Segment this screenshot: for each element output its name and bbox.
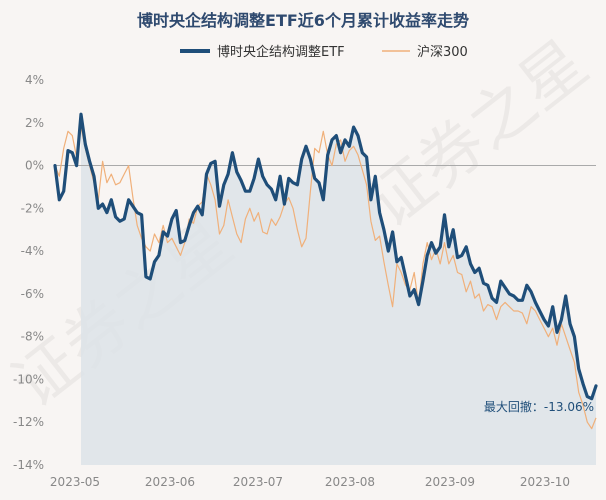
x-tick-label: 2023-10 bbox=[520, 475, 570, 489]
plot-area bbox=[53, 112, 598, 465]
x-tick-label: 2023-06 bbox=[145, 475, 195, 489]
x-tick-label: 2023-08 bbox=[325, 475, 375, 489]
max-drawdown-annotation: 最大回撤：-13.06% bbox=[484, 399, 594, 414]
y-tick-label: 4% bbox=[25, 73, 44, 87]
y-tick-label: -4% bbox=[21, 244, 44, 258]
etf-area-fill bbox=[81, 114, 596, 465]
y-axis: 4% 2% 0% -2% -4% -6% -8% -10% -12% -14% bbox=[13, 73, 44, 472]
y-tick-label: -6% bbox=[21, 287, 44, 301]
x-axis: 2023-05 2023-06 2023-07 2023-08 2023-09 2023-… bbox=[50, 475, 570, 489]
watermark-text: 证券之星 bbox=[354, 27, 601, 243]
y-tick-label: 0% bbox=[25, 159, 44, 173]
y-tick-label: -8% bbox=[21, 330, 44, 344]
chart-title: 博时央企结构调整ETF近6个月累计收益率走势 bbox=[137, 11, 469, 30]
y-tick-label: -14% bbox=[13, 458, 44, 472]
legend: 博时央企结构调整ETF 沪深300 bbox=[180, 44, 468, 60]
legend-label-benchmark: 沪深300 bbox=[417, 44, 468, 60]
legend-label-etf: 博时央企结构调整ETF bbox=[217, 44, 345, 60]
y-tick-label: -10% bbox=[13, 372, 44, 386]
y-tick-label: -2% bbox=[21, 201, 44, 215]
y-tick-label: -12% bbox=[13, 415, 44, 429]
x-tick-label: 2023-07 bbox=[233, 475, 283, 489]
series-line-etf bbox=[53, 112, 598, 401]
y-tick-label: 2% bbox=[25, 116, 44, 130]
x-tick-label: 2023-09 bbox=[425, 475, 475, 489]
x-tick-label: 2023-05 bbox=[50, 475, 100, 489]
